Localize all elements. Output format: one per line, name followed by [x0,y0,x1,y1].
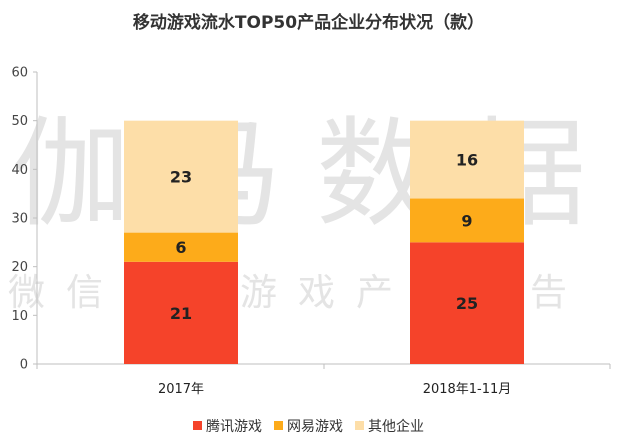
legend-swatch [355,421,364,430]
bar-segment [124,261,238,364]
y-tick-label: 50 [11,114,28,129]
data-label: 9 [461,211,472,230]
legend-item: 腾讯游戏 [193,416,262,436]
data-label: 25 [456,294,478,313]
legend-swatch [274,421,283,430]
data-label: 23 [170,168,192,187]
chart-title: 移动游戏流水TOP50产品企业分布状况（款） [132,13,485,33]
y-tick-label: 40 [11,163,28,178]
legend: 腾讯游戏 网易游戏 其他企业 [0,416,617,436]
legend-label: 其他企业 [368,419,424,435]
legend-label: 网易游戏 [287,419,343,435]
bar-segment [124,120,238,233]
bar-segment [410,242,524,364]
category-label: 2017年 [158,382,204,397]
legend-label: 腾讯游戏 [206,419,262,435]
legend-item: 其他企业 [355,416,424,436]
legend-swatch [193,421,202,430]
y-tick-label: 10 [11,309,28,324]
y-tick-label: 60 [11,66,28,81]
category-label: 2018年1-11月 [423,382,512,397]
legend-item: 网易游戏 [274,416,343,436]
y-tick-label: 20 [11,260,28,275]
data-label: 21 [170,304,192,323]
bar-segment [410,198,524,243]
y-tick-label: 30 [11,212,28,227]
y-tick-label: 0 [20,358,28,373]
bar-segment [124,232,238,262]
data-label: 16 [456,151,478,170]
bar-segment [410,120,524,199]
data-label: 6 [175,238,186,257]
